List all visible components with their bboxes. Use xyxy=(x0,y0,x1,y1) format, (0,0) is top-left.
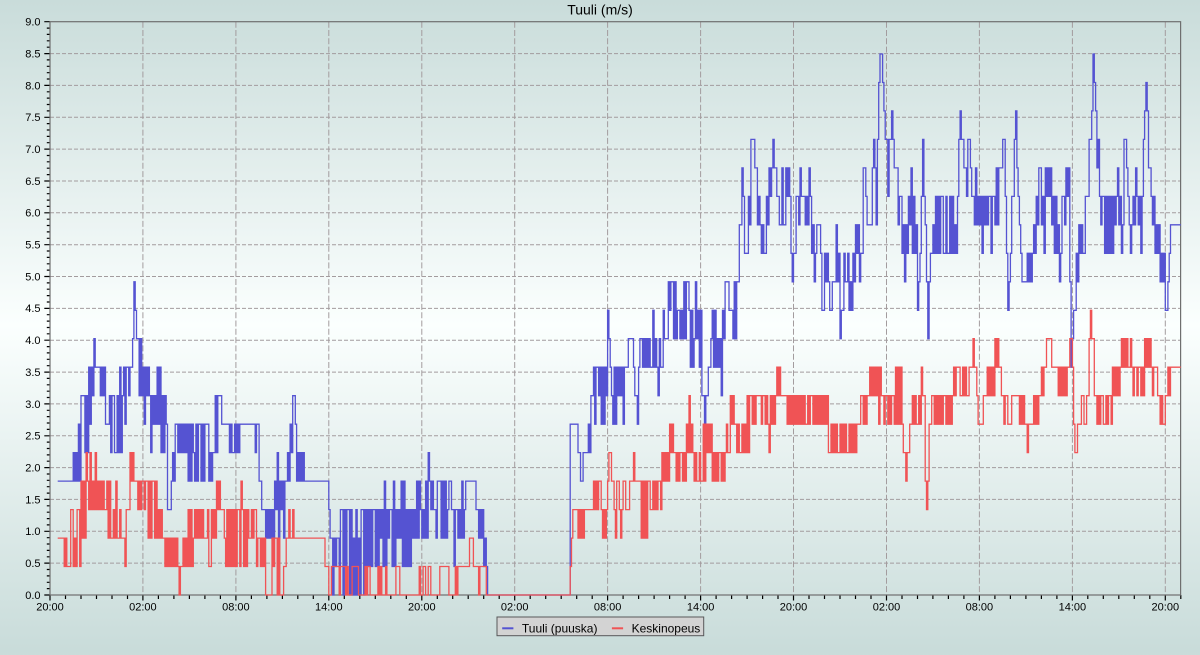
svg-text:20:00: 20:00 xyxy=(36,602,64,614)
svg-text:14:00: 14:00 xyxy=(687,602,715,614)
svg-text:14:00: 14:00 xyxy=(1059,602,1087,614)
svg-text:02:00: 02:00 xyxy=(501,602,529,614)
svg-text:08:00: 08:00 xyxy=(222,602,250,614)
svg-text:0.5: 0.5 xyxy=(25,558,40,570)
svg-text:14:00: 14:00 xyxy=(315,602,343,614)
svg-text:3.5: 3.5 xyxy=(25,367,40,379)
svg-text:5.5: 5.5 xyxy=(25,240,40,252)
svg-text:4.0: 4.0 xyxy=(25,335,40,347)
svg-text:20:00: 20:00 xyxy=(780,602,808,614)
svg-text:7.0: 7.0 xyxy=(25,144,40,156)
svg-text:4.5: 4.5 xyxy=(25,303,40,315)
svg-text:8.0: 8.0 xyxy=(25,80,40,92)
svg-text:7.5: 7.5 xyxy=(25,112,40,124)
svg-text:6.0: 6.0 xyxy=(25,208,40,220)
svg-text:1.0: 1.0 xyxy=(25,526,40,538)
svg-text:02:00: 02:00 xyxy=(129,602,157,614)
svg-text:08:00: 08:00 xyxy=(966,602,994,614)
svg-text:6.5: 6.5 xyxy=(25,176,40,188)
svg-text:02:00: 02:00 xyxy=(873,602,901,614)
svg-text:3.0: 3.0 xyxy=(25,399,40,411)
svg-text:8.5: 8.5 xyxy=(25,49,40,61)
svg-text:1.5: 1.5 xyxy=(25,494,40,506)
svg-text:08:00: 08:00 xyxy=(594,602,622,614)
svg-text:9.0: 9.0 xyxy=(25,17,40,29)
svg-text:Keskinopeus: Keskinopeus xyxy=(632,622,701,636)
svg-text:2.5: 2.5 xyxy=(25,431,40,443)
svg-text:2.0: 2.0 xyxy=(25,463,40,475)
svg-text:20:00: 20:00 xyxy=(408,602,436,614)
svg-text:Tuuli (puuska): Tuuli (puuska) xyxy=(522,622,598,636)
svg-text:0.0: 0.0 xyxy=(25,590,40,602)
svg-text:5.0: 5.0 xyxy=(25,271,40,283)
svg-text:Tuuli (m/s): Tuuli (m/s) xyxy=(567,2,633,18)
svg-text:20:00: 20:00 xyxy=(1152,602,1180,614)
